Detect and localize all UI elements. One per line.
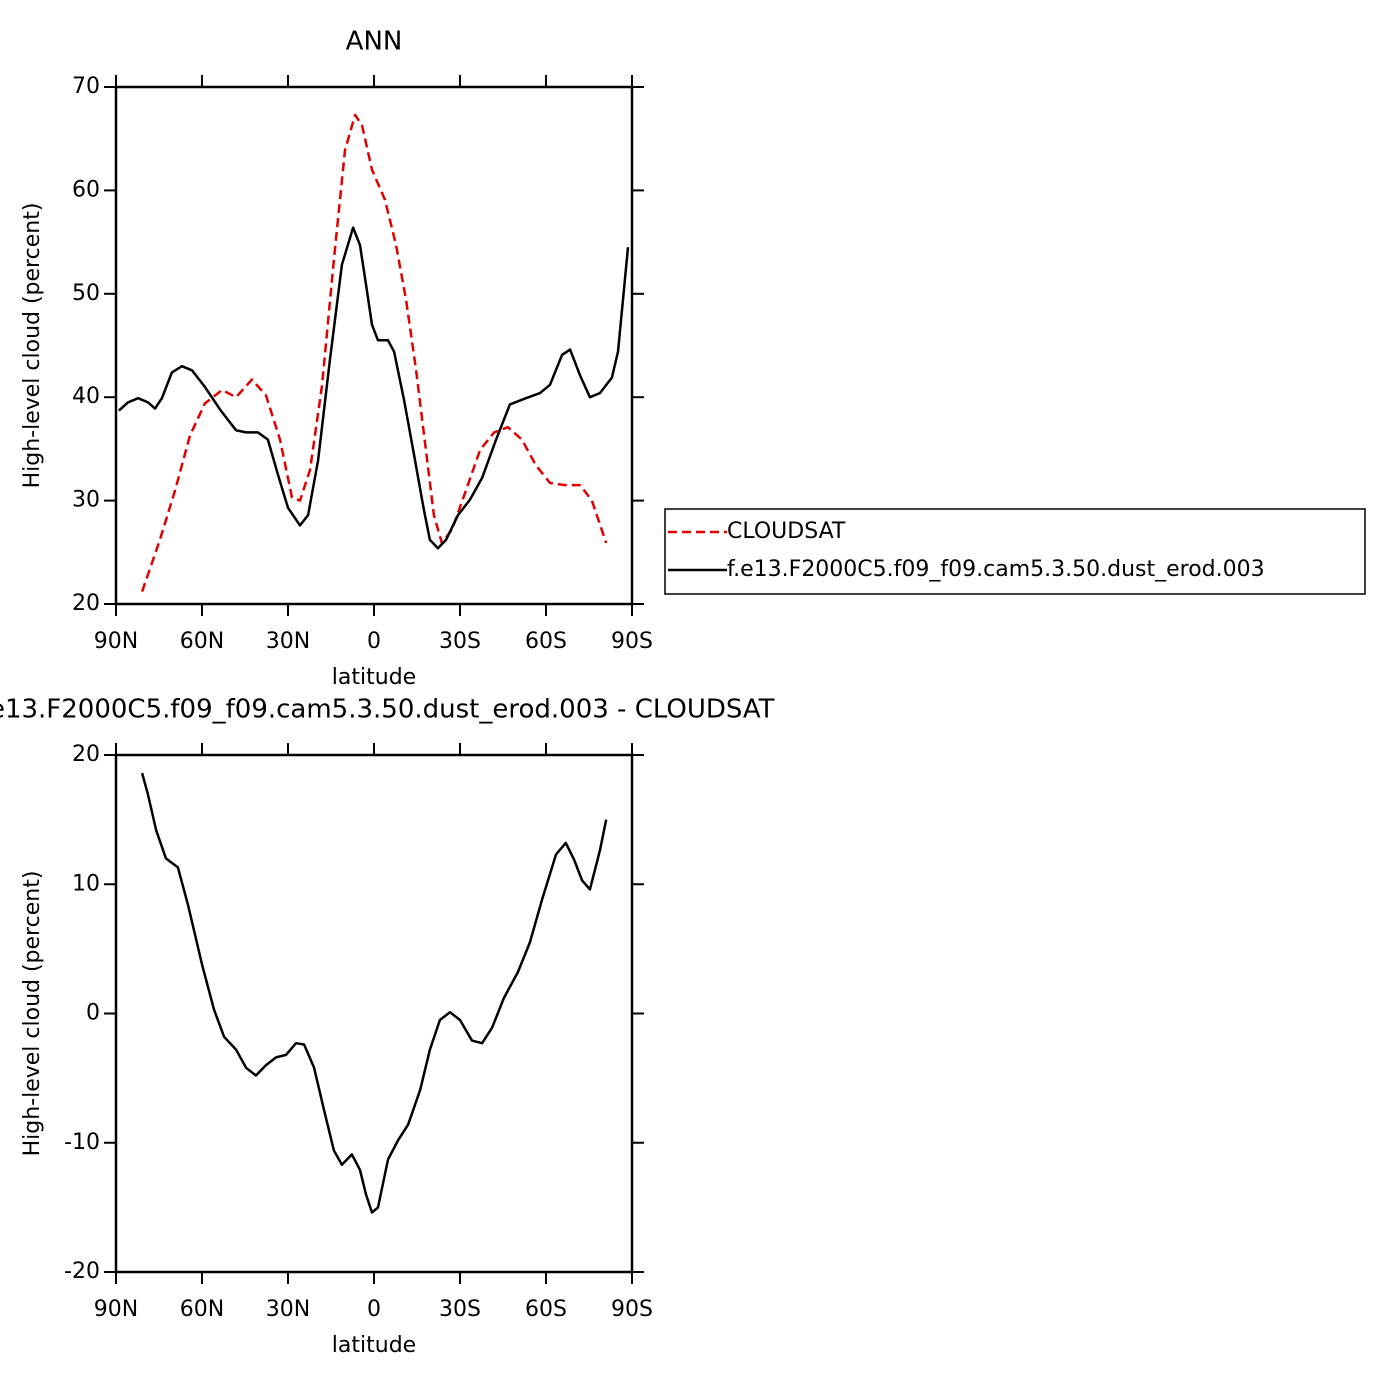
- x-tick-label: 0: [367, 629, 381, 654]
- y-tick-label: 20: [72, 742, 100, 767]
- y-tick-label: 60: [72, 177, 100, 202]
- series-line: [140, 772, 608, 1214]
- x-tick-label: 30N: [266, 1297, 310, 1322]
- x-tick-label: 60S: [525, 629, 567, 654]
- y-tick-label: 70: [72, 74, 100, 99]
- y-tick-label: 40: [72, 384, 100, 409]
- series-line: [118, 226, 630, 550]
- y-tick-label: 30: [72, 488, 100, 513]
- legend-label: f.e13.F2000C5.f09_f09.cam5.3.50.dust_ero…: [727, 557, 1265, 582]
- x-axis-label: latitude: [332, 665, 416, 690]
- x-tick-label: 90N: [94, 629, 138, 654]
- x-tick-label: 0: [367, 1297, 381, 1322]
- x-tick-label: 90S: [611, 1297, 653, 1322]
- legend-box: [664, 508, 1366, 595]
- legend-label: CLOUDSAT: [727, 519, 846, 544]
- y-axis-label: High-level cloud (percent): [20, 203, 45, 489]
- x-axis-label: latitude: [332, 1333, 416, 1358]
- y-tick-label: 50: [72, 281, 100, 306]
- plot-frame: [114, 753, 634, 1274]
- y-tick-label: 20: [72, 591, 100, 616]
- x-tick-label: 90S: [611, 629, 653, 654]
- series-line: [140, 113, 608, 593]
- y-tick-label: -20: [64, 1259, 100, 1284]
- y-axis-label: High-level cloud (percent): [20, 871, 45, 1157]
- x-tick-label: 60N: [180, 629, 224, 654]
- x-tick-label: 30S: [439, 629, 481, 654]
- y-tick-label: 0: [86, 1001, 100, 1026]
- x-tick-label: 60S: [525, 1297, 567, 1322]
- x-tick-label: 30N: [266, 629, 310, 654]
- plot-frame: [114, 85, 634, 606]
- y-tick-label: 10: [72, 871, 100, 896]
- x-tick-label: 90N: [94, 1297, 138, 1322]
- chart-title: f.e13.F2000C5.f09_f09.cam5.3.50.dust_ero…: [0, 695, 775, 725]
- y-tick-label: -10: [64, 1130, 100, 1155]
- chart-title: ANN: [346, 27, 403, 57]
- x-tick-label: 30S: [439, 1297, 481, 1322]
- x-tick-label: 60N: [180, 1297, 224, 1322]
